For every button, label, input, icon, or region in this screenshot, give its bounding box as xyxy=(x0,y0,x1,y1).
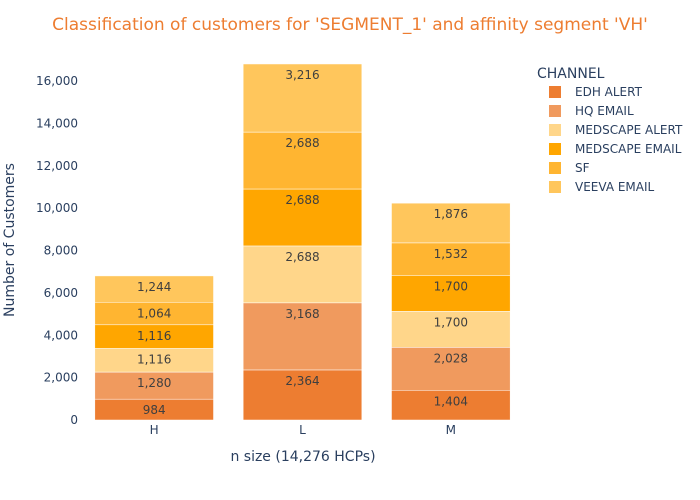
legend-swatch xyxy=(549,105,561,117)
y-tick-label: 4,000 xyxy=(44,328,78,342)
legend-swatch xyxy=(549,86,561,98)
legend-label: HQ EMAIL xyxy=(575,104,634,118)
bar-segment-M-hq-email[interactable] xyxy=(391,347,511,391)
bar-segment-L-veeva-email[interactable] xyxy=(242,63,363,133)
bar-value-label: 1,064 xyxy=(137,306,171,320)
y-tick-label: 8,000 xyxy=(44,244,78,258)
legend-label: EDH ALERT xyxy=(575,85,643,99)
bar-segment-M-sf[interactable] xyxy=(391,242,511,276)
legend-item-edh-alert[interactable]: EDH ALERT xyxy=(549,85,643,99)
bar-value-label: 3,168 xyxy=(285,307,319,321)
bars xyxy=(94,63,511,421)
bar-value-label: 3,216 xyxy=(285,68,319,82)
legend-swatch xyxy=(549,143,561,155)
y-tick-label: 2,000 xyxy=(44,371,78,385)
bar-value-label: 2,688 xyxy=(285,136,319,150)
legend[interactable]: CHANNEL EDH ALERT HQ EMAIL MEDSCAPE ALERT M… xyxy=(537,66,683,194)
bar-segment-H-hq-email[interactable] xyxy=(94,371,214,400)
legend-swatch xyxy=(549,124,561,136)
legend-label: MEDSCAPE ALERT xyxy=(575,123,683,137)
bar-value-label: 1,116 xyxy=(137,352,171,366)
legend-item-medscape-alert[interactable]: MEDSCAPE ALERT xyxy=(549,123,683,137)
bar-segment-H-veeva-email[interactable] xyxy=(94,275,214,303)
y-tick-label: 14,000 xyxy=(36,117,78,131)
legend-label: MEDSCAPE EMAIL xyxy=(575,142,682,156)
y-tick-label: 6,000 xyxy=(44,286,78,300)
legend-item-veeva-email[interactable]: VEEVA EMAIL xyxy=(549,180,655,194)
y-axis: 0 2,000 4,000 6,000 8,000 10,000 12,000 14,000 1… xyxy=(36,74,78,427)
bar-segment-L-hq-email[interactable] xyxy=(242,302,363,371)
y-tick-label: 16,000 xyxy=(36,74,78,88)
bar-value-label: 2,688 xyxy=(285,250,319,264)
bar-value-label: 1,244 xyxy=(137,280,171,294)
bar-value-label: 2,688 xyxy=(285,193,319,207)
bar-value-label: 1,116 xyxy=(137,329,171,343)
legend-title: CHANNEL xyxy=(537,66,605,82)
bar-value-label: 1,280 xyxy=(137,376,171,390)
legend-item-sf[interactable]: SF xyxy=(549,161,590,175)
legend-swatch xyxy=(549,181,561,193)
bar-value-label: 1,532 xyxy=(434,247,468,261)
bar-segment-L-medscape-email[interactable] xyxy=(242,188,363,247)
y-tick-label: 10,000 xyxy=(36,201,78,215)
x-axis-title: n size (14,276 HCPs) xyxy=(230,449,375,465)
legend-label: SF xyxy=(575,161,590,175)
bar-value-label: 984 xyxy=(143,403,166,417)
bar-value-label: 1,700 xyxy=(434,315,468,329)
bar-segment-L-sf[interactable] xyxy=(242,131,363,190)
y-tick-label: 0 xyxy=(70,413,78,427)
chart-title: Classification of customers for 'SEGMENT… xyxy=(52,15,648,35)
bar-value-label: 2,028 xyxy=(434,351,468,365)
bar-segment-L-medscape-alert[interactable] xyxy=(242,245,363,304)
bar-segment-M-veeva-email[interactable] xyxy=(391,202,511,244)
x-tick-label: H xyxy=(150,423,159,437)
bar-value-label: 1,700 xyxy=(434,279,468,293)
y-tick-label: 12,000 xyxy=(36,159,78,173)
y-axis-title: Number of Customers xyxy=(2,163,18,317)
x-tick-label: L xyxy=(299,423,306,437)
legend-swatch xyxy=(549,162,561,174)
bar-value-label: 1,404 xyxy=(434,394,468,408)
bar-value-label: 1,876 xyxy=(434,207,468,221)
bar-segment-M-medscape-email[interactable] xyxy=(391,275,511,312)
legend-label: VEEVA EMAIL xyxy=(575,180,655,194)
legend-item-hq-email[interactable]: HQ EMAIL xyxy=(549,104,634,118)
bar-value-label: 2,364 xyxy=(285,374,319,388)
bar-segment-M-edh-alert[interactable] xyxy=(391,390,511,421)
bar-segment-M-medscape-alert[interactable] xyxy=(391,311,511,348)
bar-labels: 984 1,280 1,116 1,116 1,064 1,244 2,364 3,168 2,… xyxy=(137,68,468,417)
bar-segment-L-edh-alert[interactable] xyxy=(242,369,363,421)
legend-item-medscape-email[interactable]: MEDSCAPE EMAIL xyxy=(549,142,682,156)
x-tick-label: M xyxy=(446,423,456,437)
